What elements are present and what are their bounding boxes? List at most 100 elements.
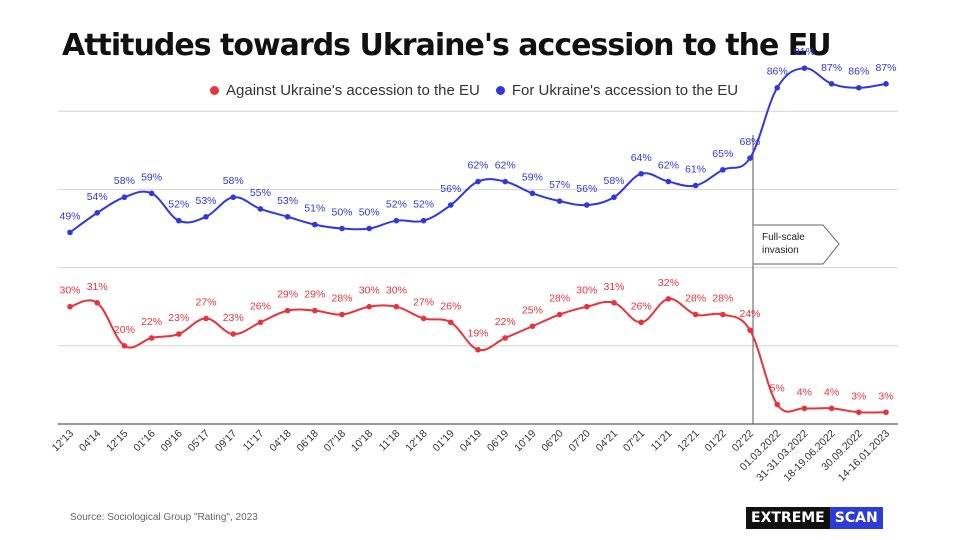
chart-legend: Against Ukraine's accession to the EU Fo… bbox=[210, 82, 754, 99]
data-point bbox=[638, 170, 644, 177]
data-label: 53% bbox=[277, 195, 298, 207]
data-label: 50% bbox=[359, 207, 380, 219]
data-label: 87% bbox=[821, 62, 842, 74]
data-point bbox=[828, 81, 835, 87]
data-label: 56% bbox=[576, 183, 597, 195]
data-label: 30% bbox=[576, 285, 597, 297]
data-point bbox=[856, 84, 862, 91]
data-point bbox=[339, 311, 345, 318]
data-point bbox=[720, 167, 726, 173]
x-tick-label: 01'19 bbox=[430, 428, 457, 455]
data-point bbox=[502, 335, 509, 341]
source-note: Source: Sociological Group "Rating", 202… bbox=[70, 512, 258, 523]
data-label: 58% bbox=[223, 175, 244, 187]
data-label: 26% bbox=[440, 300, 461, 312]
data-label: 28% bbox=[712, 293, 733, 305]
data-point bbox=[312, 221, 318, 228]
data-point bbox=[257, 319, 264, 326]
x-tick-label: 04'14 bbox=[77, 428, 104, 455]
legend-item-against: Against Ukraine's accession to the EU bbox=[210, 82, 480, 99]
data-point bbox=[420, 217, 427, 224]
series-line-against bbox=[69, 297, 887, 414]
data-point bbox=[475, 178, 481, 185]
data-label: 28% bbox=[331, 293, 352, 305]
data-label: 59% bbox=[522, 171, 543, 183]
data-point bbox=[230, 331, 236, 337]
data-point bbox=[203, 213, 209, 220]
data-label: 22% bbox=[495, 316, 516, 328]
x-tick-label: 07'21 bbox=[621, 428, 648, 455]
data-label: 68% bbox=[739, 136, 760, 148]
data-label: 58% bbox=[603, 175, 624, 187]
data-label: 23% bbox=[223, 312, 244, 324]
data-point bbox=[67, 229, 73, 236]
data-point bbox=[502, 178, 509, 185]
data-label: 29% bbox=[277, 289, 298, 301]
x-tick-label: 10'19 bbox=[512, 428, 539, 455]
legend-label-against: Against Ukraine's accession to the EU bbox=[226, 82, 480, 99]
data-point bbox=[230, 194, 236, 201]
data-label: 91% bbox=[794, 46, 815, 58]
data-point bbox=[148, 190, 155, 197]
data-point bbox=[774, 84, 780, 91]
data-label: 53% bbox=[195, 195, 216, 207]
annotation-text-line2: invasion bbox=[762, 245, 799, 256]
data-point bbox=[856, 409, 862, 416]
brand-part1: EXTREME bbox=[746, 507, 830, 529]
x-tick-label: 01'22 bbox=[702, 428, 729, 455]
x-tick-label: 09'17 bbox=[213, 428, 240, 455]
annotation-text-line1: Full-scale bbox=[762, 232, 805, 243]
data-point bbox=[556, 311, 563, 318]
legend-item-for: For Ukraine's accession to the EU bbox=[495, 82, 739, 99]
data-label: 24% bbox=[739, 308, 760, 320]
data-point bbox=[692, 311, 699, 318]
data-point bbox=[312, 307, 318, 314]
x-tick-label: 06'20 bbox=[539, 428, 566, 455]
data-point bbox=[121, 343, 128, 349]
brand-part2: SCAN bbox=[829, 507, 883, 529]
data-label: 28% bbox=[549, 293, 570, 305]
data-point bbox=[883, 81, 889, 87]
data-point bbox=[148, 335, 155, 341]
data-label: 54% bbox=[87, 191, 108, 203]
data-point bbox=[529, 190, 536, 197]
data-label: 61% bbox=[685, 163, 706, 175]
data-label: 86% bbox=[767, 66, 788, 78]
annotation-callout bbox=[752, 224, 840, 265]
data-label: 59% bbox=[141, 171, 162, 183]
x-tick-label: 04'18 bbox=[267, 428, 294, 455]
data-label: 19% bbox=[467, 328, 488, 340]
legend-label-for: For Ukraine's accession to the EU bbox=[511, 82, 739, 99]
data-label: 52% bbox=[168, 199, 189, 211]
data-point bbox=[257, 206, 264, 212]
data-label: 30% bbox=[386, 285, 407, 297]
data-label: 28% bbox=[685, 293, 706, 305]
x-tick-label: 07'18 bbox=[322, 428, 349, 455]
data-label: 4% bbox=[824, 386, 839, 398]
data-label: 49% bbox=[59, 210, 80, 222]
data-label: 57% bbox=[549, 179, 570, 191]
data-label: 32% bbox=[658, 277, 679, 289]
x-tick-label: 12'21 bbox=[675, 428, 702, 455]
data-point bbox=[284, 307, 291, 314]
data-point bbox=[611, 299, 617, 306]
data-point bbox=[448, 202, 454, 208]
legend-swatch-against bbox=[210, 86, 219, 95]
data-point bbox=[366, 303, 373, 310]
data-point bbox=[475, 346, 481, 353]
data-label: 20% bbox=[114, 324, 135, 336]
data-label: 31% bbox=[603, 281, 624, 293]
data-label: 50% bbox=[331, 207, 352, 219]
data-label: 56% bbox=[440, 183, 461, 195]
data-point bbox=[828, 405, 835, 412]
data-label: 62% bbox=[467, 160, 488, 172]
data-label: 52% bbox=[413, 199, 434, 211]
data-label: 27% bbox=[195, 296, 216, 308]
x-tick-label: 04'21 bbox=[594, 428, 621, 455]
data-point bbox=[176, 217, 182, 224]
data-label: 26% bbox=[250, 300, 271, 312]
data-label: 4% bbox=[797, 386, 812, 398]
data-point bbox=[393, 303, 400, 310]
data-point bbox=[584, 202, 590, 208]
